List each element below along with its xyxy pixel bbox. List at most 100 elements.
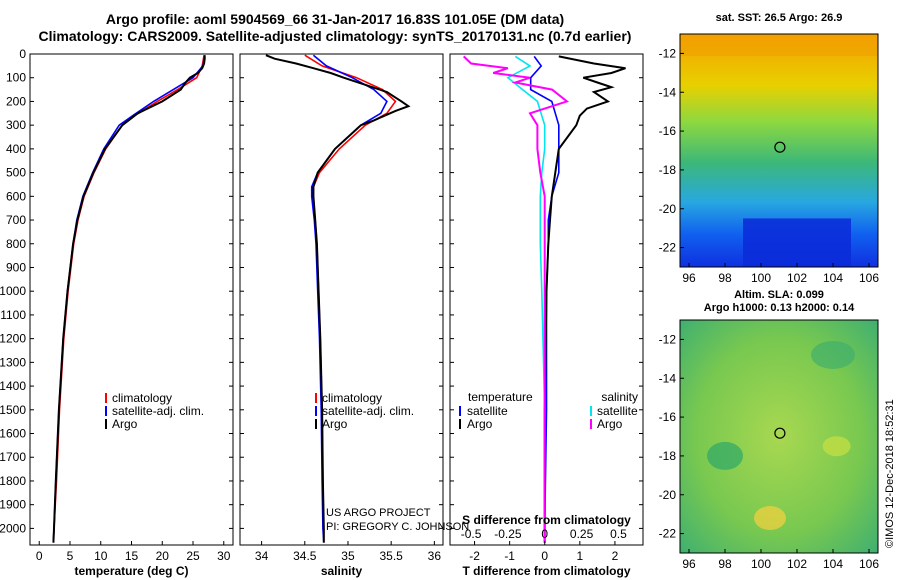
sst-map-lat-label: -22 <box>659 241 677 255</box>
tdiff-tick-label: -2 <box>469 549 480 563</box>
depth-tick-label: 1600 <box>0 427 26 441</box>
salinity-tick-label: 35.5 <box>379 549 403 563</box>
tdiff-axis-label: T difference from climatology <box>462 564 630 578</box>
depth-tick-label: 1100 <box>0 308 26 322</box>
depth-tick-label: 500 <box>6 166 26 180</box>
sla-map-lat-label: -12 <box>659 332 677 346</box>
depth-tick-label: 1700 <box>0 450 26 464</box>
sla-blob <box>822 436 851 457</box>
sla-map-lon-label: 106 <box>859 557 879 571</box>
sdiff-tick-label: 0.25 <box>570 527 594 541</box>
sst-map-lon-label: 100 <box>751 271 771 285</box>
sst-cold-patch <box>743 218 851 267</box>
sla-map-lon-label: 96 <box>682 557 696 571</box>
sst-map-title: sat. SST: 26.5 Argo: 26.9 <box>716 12 843 24</box>
sst-map-argo-marker <box>774 141 786 153</box>
legend-label: satellite-adj. clim. <box>322 404 414 418</box>
sla-map-lat-label: -18 <box>659 449 677 463</box>
depth-tick-label: 1500 <box>0 403 26 417</box>
depth-tick-label: 1000 <box>0 284 26 298</box>
sdiff-tick-label: -0.25 <box>494 527 522 541</box>
legend-label: climatology <box>322 391 382 405</box>
sst-map-lon-label: 104 <box>823 271 843 285</box>
sst-warm-band <box>680 34 878 56</box>
depth-tick-label: 100 <box>6 71 26 85</box>
depth-tick-label: 900 <box>6 260 26 274</box>
sdiff-tick-label: -0.5 <box>461 527 482 541</box>
legend-label: satellite <box>467 404 508 418</box>
salinity-tick-label: 34 <box>255 549 269 563</box>
depth-tick-label: 1400 <box>0 379 26 393</box>
sla-map-title: Altim. SLA: 0.099 <box>734 289 824 301</box>
series-temperature-profile-argo <box>52 55 206 543</box>
temperature-tick-label: 5 <box>67 549 74 563</box>
series-difference-profile-t-temperature-argo <box>543 55 626 543</box>
sdiff-tick-label: 0 <box>541 527 548 541</box>
profile-panel-1 <box>29 53 234 546</box>
sdiff-tick-label: 0.5 <box>610 527 627 541</box>
legend-label: Argo <box>467 417 493 431</box>
profile-panel-2 <box>239 53 444 546</box>
legend-title-salinity: salinity <box>601 390 638 404</box>
sla-blob <box>707 441 743 470</box>
depth-tick-label: 1800 <box>0 474 26 488</box>
legend-label: climatology <box>112 391 172 405</box>
temperature-tick-label: 15 <box>125 549 139 563</box>
sla-map-frame <box>679 319 879 554</box>
chart-title-line1: Argo profile: aoml 5904569_66 31-Jan-201… <box>105 11 565 27</box>
pi-credit: PI: GREGORY C. JOHNSON <box>326 521 469 533</box>
depth-tick-label: 300 <box>6 118 26 132</box>
salinity-tick-label: 35 <box>341 549 355 563</box>
sla-map-lat-label: -16 <box>659 410 677 424</box>
salinity-tick-label: 34.5 <box>293 549 317 563</box>
tdiff-tick-label: -1 <box>504 549 515 563</box>
salinity-axis-label: salinity <box>321 564 363 578</box>
sla-map-lon-label: 104 <box>823 557 843 571</box>
legend-label: satellite <box>597 404 638 418</box>
tdiff-tick-label: 0 <box>541 549 548 563</box>
sst-map-lat-label: -14 <box>659 85 677 99</box>
sst-map-lat-label: -18 <box>659 163 677 177</box>
sst-map-lon-label: 106 <box>859 271 879 285</box>
legend-label: Argo <box>322 417 348 431</box>
sla-map-lon-label: 102 <box>787 557 807 571</box>
sla-map-argo-marker <box>774 427 786 439</box>
legend-title-temperature: temperature <box>468 390 533 404</box>
chart-title-line2: Climatology: CARS2009. Satellite-adjuste… <box>38 28 632 44</box>
depth-tick-label: 2000 <box>0 521 26 535</box>
temperature-tick-label: 25 <box>186 549 200 563</box>
series-difference-profile-s-salinity-argo <box>463 55 569 543</box>
sdiff-axis-label: S difference from climatology <box>462 513 631 527</box>
depth-tick-label: 1300 <box>0 355 26 369</box>
temperature-tick-label: 10 <box>94 549 108 563</box>
depth-tick-label: 0 <box>19 47 26 61</box>
sla-map-lat-label: -14 <box>659 371 677 385</box>
series-salinity-profile-argo <box>265 54 411 543</box>
legend-label: satellite-adj. clim. <box>112 404 204 418</box>
temperature-tick-label: 0 <box>36 549 43 563</box>
sst-map-lat-label: -16 <box>659 124 677 138</box>
tdiff-tick-label: 2 <box>612 549 619 563</box>
sla-map-lon-label: 100 <box>751 557 771 571</box>
depth-tick-label: 700 <box>6 213 26 227</box>
depth-tick-label: 200 <box>6 94 26 108</box>
depth-tick-label: 800 <box>6 237 26 251</box>
sla-blob <box>811 340 855 369</box>
sst-map-lat-label: -12 <box>659 46 677 60</box>
sst-map-lat-label: -20 <box>659 202 677 216</box>
salinity-tick-label: 36 <box>428 549 442 563</box>
legend-label: Argo <box>112 417 138 431</box>
sla-blob <box>754 506 786 531</box>
depth-tick-label: 400 <box>6 142 26 156</box>
series-difference-profile-t-temperature-satellite <box>529 55 560 543</box>
temperature-tick-label: 20 <box>156 549 170 563</box>
depth-tick-label: 1900 <box>0 498 26 512</box>
project-credit: US ARGO PROJECT <box>326 507 431 519</box>
legend-label: Argo <box>597 417 623 431</box>
sst-map-lon-label: 96 <box>682 271 696 285</box>
sla-map-title: Argo h1000: 0.13 h2000: 0.14 <box>704 302 855 314</box>
temperature-tick-label: 30 <box>217 549 231 563</box>
temperature-axis-label: temperature (deg C) <box>74 564 188 578</box>
imos-credit: ©IMOS 12-Dec-2018 18:52:31 <box>884 399 896 548</box>
